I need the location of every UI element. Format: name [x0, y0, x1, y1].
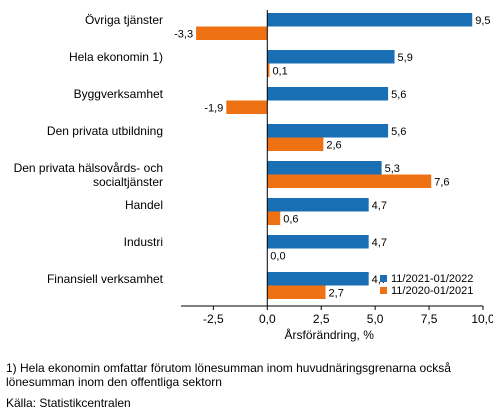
category-label: Handel — [125, 198, 163, 212]
data-label: 0,0 — [270, 250, 285, 262]
category-label: Övriga tjänster — [85, 13, 163, 27]
x-tick-label: 2,5 — [313, 312, 330, 326]
x-tick-label: 10,0 — [471, 312, 493, 326]
data-label: 0,1 — [272, 65, 287, 77]
legend-swatch — [380, 287, 387, 294]
bar-series-1 — [267, 161, 382, 175]
bar-series-1 — [267, 272, 369, 286]
data-label: 5,3 — [385, 163, 400, 175]
bar-series-2 — [267, 211, 281, 225]
footnote-line-1: 1) Hela ekonomin omfattar förutom lönesu… — [6, 361, 451, 375]
legend-label: 11/2021-01/2022 — [391, 273, 473, 285]
bar-series-1 — [267, 235, 369, 249]
data-label: 5,6 — [391, 126, 406, 138]
bar-series-1 — [267, 13, 473, 27]
data-label: 5,6 — [391, 89, 406, 101]
bar-series-2 — [226, 100, 268, 114]
source-note: Källa: Statistikcentralen — [6, 396, 131, 410]
data-label: 4,7 — [372, 200, 387, 212]
category-label: Den privata hälsovårds- och — [14, 161, 163, 175]
data-label: 0,6 — [283, 213, 298, 225]
data-label: 7,6 — [434, 176, 449, 188]
bar-series-2 — [267, 63, 270, 77]
x-tick-label: 5,0 — [367, 312, 384, 326]
data-label: 9,5 — [475, 15, 490, 27]
data-label: -1,9 — [204, 102, 223, 114]
legend-label: 11/2020-01/2021 — [391, 285, 473, 297]
category-label: Den privata utbildning — [47, 124, 163, 138]
data-label: 2,7 — [329, 287, 344, 299]
bar-series-2 — [267, 174, 432, 188]
x-tick-label: -2,5 — [203, 312, 224, 326]
bar-series-2 — [267, 137, 324, 151]
data-label: 5,9 — [398, 52, 413, 64]
bar-series-2 — [267, 285, 326, 299]
bar-series-1 — [267, 124, 389, 138]
bar-series-1 — [267, 87, 389, 101]
legend-swatch — [380, 275, 387, 282]
x-tick-label: 0,0 — [259, 312, 276, 326]
bar-series-1 — [267, 50, 395, 64]
category-label: Hela ekonomin 1) — [69, 50, 163, 64]
category-label: Byggverksamhet — [74, 87, 164, 101]
x-axis-title: Årsförändring, % — [285, 327, 375, 342]
category-label: Finansiell verksamhet — [47, 272, 164, 286]
category-label: socialtjänster — [93, 175, 163, 189]
bar-series-2 — [196, 26, 268, 40]
data-label: 2,6 — [326, 139, 341, 151]
bar-series-1 — [267, 198, 369, 212]
category-label: Industri — [124, 235, 163, 249]
footnote-line-2: lönesumman inom den offentliga sektorn — [6, 375, 222, 389]
data-label: -3,3 — [174, 28, 193, 40]
x-tick-label: 7,5 — [421, 312, 438, 326]
data-label: 4,7 — [372, 237, 387, 249]
